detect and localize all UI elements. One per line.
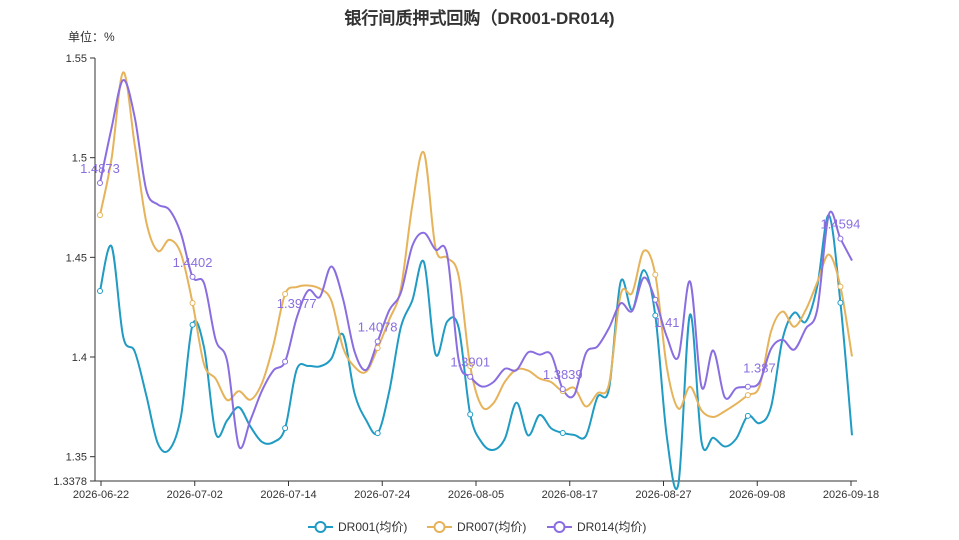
legend-item-label[interactable]: DR014(均价) [577, 520, 646, 534]
legend-marker [314, 521, 327, 533]
series-lines [99, 71, 853, 491]
x-axis: 2026-06-22 2026-07-02 2026-07-14 2026-07-24… [73, 480, 879, 501]
unit-label: 单位：% [68, 30, 115, 44]
x-tick-label: 2026-08-27 [635, 489, 691, 501]
data-label: 1.4402 [173, 255, 213, 270]
x-tick-label: 2026-06-22 [73, 489, 129, 501]
legend-item-label[interactable]: DR007(均价) [457, 520, 526, 534]
data-point-marker [652, 271, 659, 278]
series-markers [97, 179, 844, 437]
data-point-marker [559, 429, 566, 436]
data-point-marker [97, 288, 103, 295]
y-tick-label: 1.35 [66, 452, 87, 464]
data-point-marker [189, 321, 196, 328]
x-tick-label: 2026-07-24 [354, 489, 410, 501]
data-point-marker [97, 212, 103, 219]
data-point-marker [744, 412, 751, 419]
data-point-marker [282, 291, 289, 298]
data-point-marker [189, 299, 196, 306]
data-point-marker [282, 425, 289, 432]
legend-marker [553, 521, 566, 533]
data-point-marker [744, 392, 751, 399]
data-label: 1.387 [743, 360, 776, 375]
data-point-marker [467, 373, 474, 380]
data-point-marker [467, 411, 474, 418]
data-point-marker [837, 299, 844, 306]
data-label: 1.3839 [543, 367, 583, 382]
x-tick-label: 2026-09-18 [823, 489, 879, 501]
y-tick-label: 1.3378 [53, 476, 87, 488]
data-point-marker [837, 235, 844, 242]
data-label: 1.4873 [80, 161, 120, 176]
data-point-marker [559, 386, 566, 393]
y-tick-label: 1.4 [72, 352, 87, 364]
x-tick-label: 2026-07-14 [260, 489, 316, 501]
x-tick-label: 2026-08-05 [448, 489, 504, 501]
data-point-marker [97, 179, 103, 186]
y-axis: 1.3378 1.35 1.4 1.45 1.5 1.55 [53, 53, 96, 488]
point-labels: 1.4873 1.4402 1.3977 1.4078 1.3901 1.3839 1.41… [80, 161, 860, 382]
data-label: 1.4078 [358, 319, 398, 334]
data-point-marker [374, 338, 381, 345]
series-line-1 [99, 214, 853, 491]
data-point-marker [652, 296, 659, 303]
y-tick-label: 1.5 [72, 153, 87, 165]
data-label: 1.3901 [450, 355, 490, 370]
y-tick-label: 1.55 [66, 53, 87, 65]
x-tick-label: 2026-09-08 [729, 489, 785, 501]
data-point-marker [837, 283, 844, 290]
data-point-marker [189, 273, 196, 280]
data-point-marker [467, 363, 474, 370]
data-point-marker [374, 430, 381, 437]
series-line-3 [99, 79, 853, 450]
data-label: 1.3977 [277, 296, 317, 311]
series-line-2 [99, 71, 853, 419]
legend[interactable]: DR001(均价) DR007(均价) DR014(均价) [308, 520, 646, 534]
y-tick-label: 1.45 [66, 252, 87, 264]
data-point-marker [652, 312, 659, 319]
data-point-marker [282, 358, 289, 365]
legend-marker [433, 521, 446, 533]
data-label: 1.4594 [821, 217, 861, 232]
data-point-marker [374, 345, 381, 352]
x-tick-label: 2026-07-02 [167, 489, 223, 501]
legend-item-label[interactable]: DR001(均价) [338, 520, 407, 534]
x-tick-label: 2026-08-17 [542, 489, 598, 501]
chart-title: 银行间质押式回购（DR001-DR014) [344, 9, 615, 28]
data-point-marker [744, 383, 751, 390]
data-label: 1.41 [654, 315, 679, 330]
